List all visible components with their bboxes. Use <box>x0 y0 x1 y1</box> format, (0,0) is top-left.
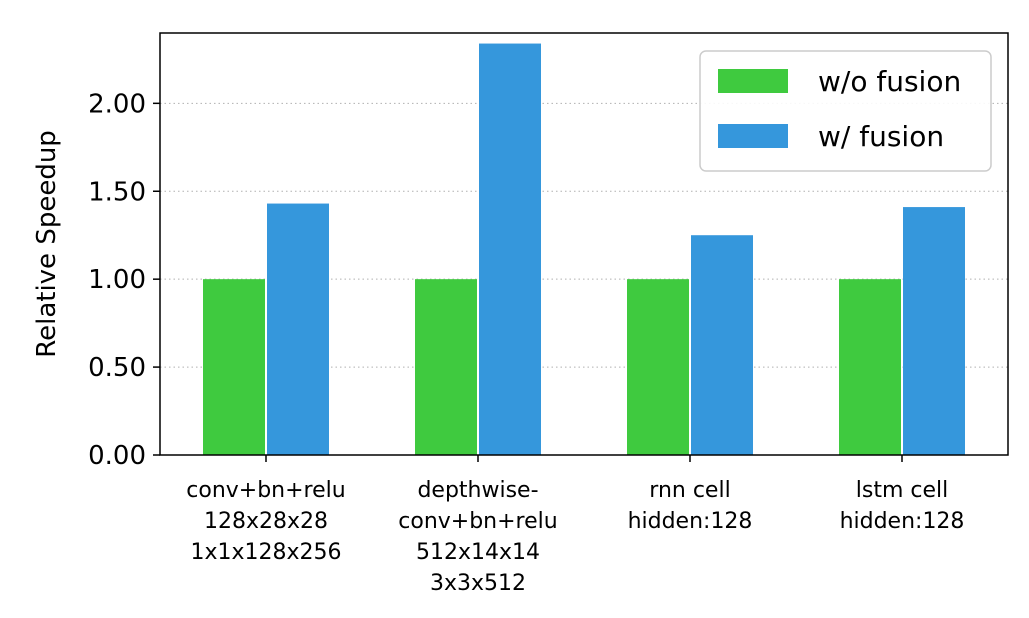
x-category-label-line: hidden:128 <box>840 509 965 534</box>
x-category-label-line: lstm cell <box>856 478 948 503</box>
bar-without-fusion <box>627 279 689 455</box>
x-category-label-line: rnn cell <box>649 478 730 503</box>
y-tick-label: 2.00 <box>88 89 146 119</box>
bar-without-fusion <box>203 279 265 455</box>
y-tick-label: 1.00 <box>88 265 146 295</box>
bar-without-fusion <box>415 279 477 455</box>
x-category-label-line: 512x14x14 <box>416 540 540 565</box>
x-category-label-line: hidden:128 <box>628 509 753 534</box>
bar-with-fusion <box>267 203 329 455</box>
x-category-label-line: 1x1x128x256 <box>190 540 341 565</box>
bar-with-fusion <box>691 235 753 455</box>
legend: w/o fusion w/ fusion <box>699 50 992 172</box>
x-category-label-line: depthwise- <box>417 478 538 503</box>
x-axis: conv+bn+relu 128x28x28 1x1x128x256 depthwis… <box>186 455 964 596</box>
x-category-label-line: conv+bn+relu <box>186 478 345 503</box>
x-category-label-line: conv+bn+relu <box>398 509 557 534</box>
y-tick-label: 1.50 <box>88 177 146 207</box>
plot-frame <box>159 32 1009 456</box>
x-category-label: depthwise-conv+bn+relu 512x14x14 3x3x512 <box>398 478 557 596</box>
y-tick-label: 0.50 <box>88 353 146 383</box>
x-category-label: rnn cell hidden:128 <box>628 478 753 534</box>
y-tick-label: 0.00 <box>88 441 146 471</box>
legend-label: w/ fusion <box>818 120 944 153</box>
bar-with-fusion <box>903 207 965 455</box>
x-category-label: lstm cell hidden:128 <box>840 478 965 534</box>
x-category-label-line: 128x28x28 <box>204 509 328 534</box>
bars <box>203 43 965 456</box>
legend-swatch <box>718 69 788 93</box>
x-category-label: conv+bn+relu 128x28x28 1x1x128x256 <box>186 478 345 565</box>
y-axis: 0.00 0.50 1.00 1.50 2.00 <box>88 89 160 471</box>
bar-with-fusion <box>479 43 541 456</box>
bar-without-fusion <box>839 279 901 455</box>
x-category-label-line: 3x3x512 <box>430 571 526 596</box>
legend-swatch <box>718 124 788 148</box>
y-axis-title: Relative Speedup <box>32 130 62 358</box>
legend-label: w/o fusion <box>818 65 961 98</box>
